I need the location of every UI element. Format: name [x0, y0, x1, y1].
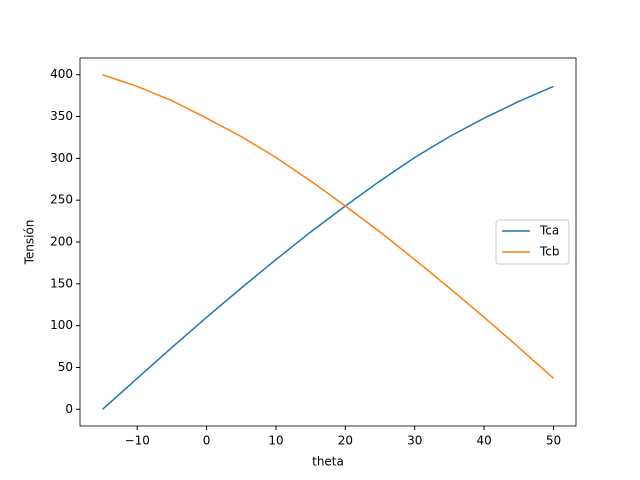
y-tick-label: 200 [50, 235, 73, 249]
y-tick-label: 50 [58, 360, 73, 374]
y-axis-label: Tensión [23, 220, 37, 266]
y-tick-label: 0 [65, 402, 73, 416]
plot-frame [79, 57, 577, 427]
x-tick-label: 10 [268, 434, 283, 448]
legend-label: Tca [539, 224, 559, 238]
x-tick-label: 0 [203, 434, 211, 448]
x-tick-label: 50 [546, 434, 561, 448]
y-tick-label: 250 [50, 193, 73, 207]
x-tick-label: 40 [476, 434, 491, 448]
y-tick-label: 350 [50, 109, 73, 123]
legend-label: Tcb [539, 245, 560, 259]
line-series [102, 74, 554, 379]
y-tick-label: 100 [50, 318, 73, 332]
x-tick-label: −10 [125, 434, 150, 448]
y-tick-label: 150 [50, 276, 73, 290]
x-tick-label: 30 [407, 434, 422, 448]
line-series [102, 85, 554, 410]
x-axis-label: theta [312, 455, 344, 469]
x-tick-label: 20 [338, 434, 353, 448]
y-tick-label: 300 [50, 151, 73, 165]
y-tick-label: 400 [50, 67, 73, 81]
